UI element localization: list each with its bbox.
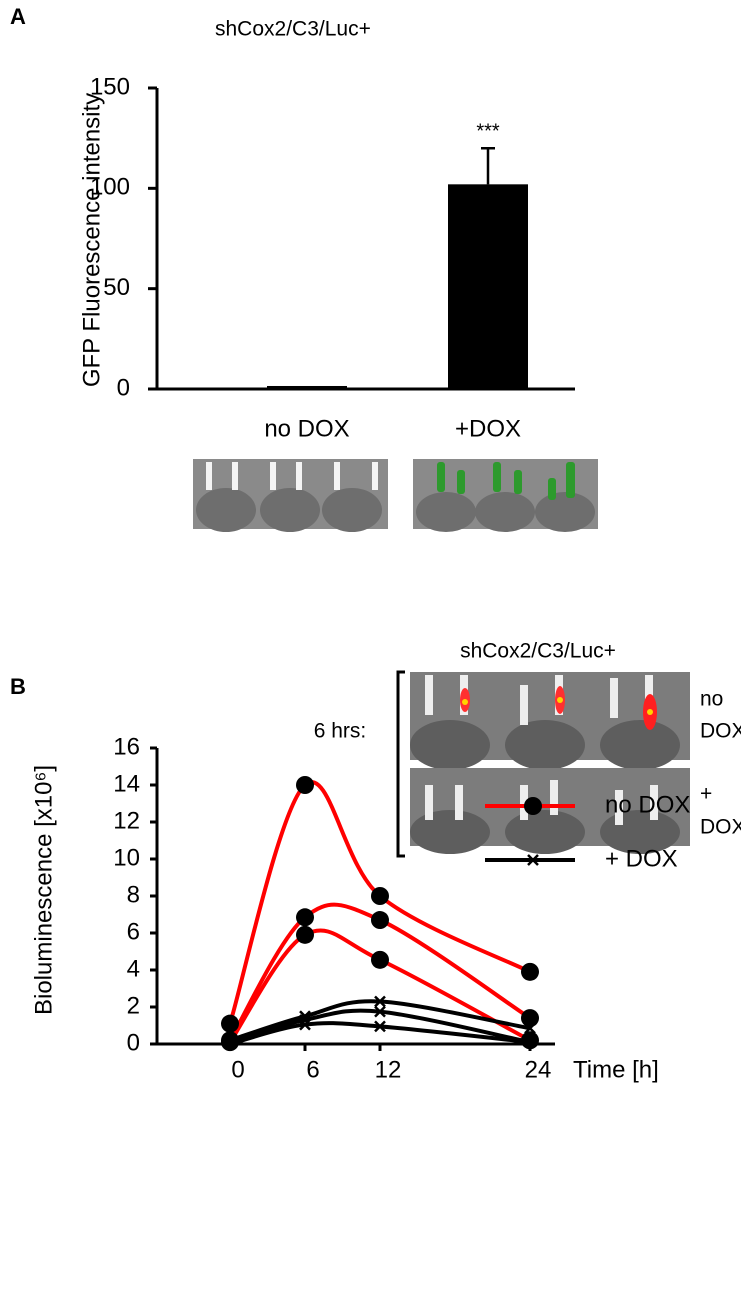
data-point xyxy=(221,1014,239,1033)
y-tick-label: 12 xyxy=(113,807,140,834)
y-tick-label: 8 xyxy=(127,881,140,908)
inset-title: shCox2/C3/Luc+ xyxy=(460,640,616,663)
y-tick-label: 0 xyxy=(127,1029,140,1056)
panel-label: A xyxy=(10,4,26,29)
x-tick-label: 24 xyxy=(525,1056,552,1083)
x-tick-label: no DOX xyxy=(264,415,349,442)
y-tick-label: 10 xyxy=(113,844,140,871)
x-tick-label: 12 xyxy=(375,1056,402,1083)
data-point xyxy=(296,925,314,944)
data-point xyxy=(296,908,314,927)
data-point xyxy=(524,797,542,815)
photo-no-dox xyxy=(410,672,690,770)
series-line xyxy=(228,928,531,1044)
series-line xyxy=(229,1008,531,1045)
y-tick-label: 16 xyxy=(113,733,140,760)
bracket xyxy=(396,670,405,858)
x-tick-label: 0 xyxy=(231,1056,244,1083)
legend-label: + DOX xyxy=(605,845,678,872)
chart-title: shCox2/C3/Luc+ xyxy=(215,18,371,41)
y-tick-label: 6 xyxy=(127,918,140,945)
inset-row-label: DOX xyxy=(700,720,741,743)
data-point xyxy=(224,1034,236,1047)
series-line xyxy=(229,1021,531,1046)
data-point xyxy=(299,1014,311,1026)
inset-row-label: no xyxy=(700,688,723,711)
data-point xyxy=(374,995,386,1008)
data-point xyxy=(371,911,389,930)
y-tick-label: 14 xyxy=(113,770,140,797)
bar xyxy=(448,184,528,389)
data-point xyxy=(374,1020,386,1033)
series-line xyxy=(229,999,531,1043)
series-line xyxy=(228,902,532,1042)
data-point xyxy=(521,1009,539,1028)
y-tick-label: 100 xyxy=(90,174,130,201)
y-axis-label: Bioluminescence [x10⁶] xyxy=(30,765,57,1015)
error-bar xyxy=(481,146,495,185)
data-point xyxy=(224,1038,236,1050)
y-tick-label: 50 xyxy=(103,274,130,301)
data-point xyxy=(524,1036,536,1049)
y-tick-label: 2 xyxy=(127,992,140,1019)
legend-label: no DOX xyxy=(605,791,690,818)
data-point xyxy=(521,962,539,981)
data-point xyxy=(521,1031,539,1050)
photo-plus-dox xyxy=(413,459,598,532)
panel-label: B xyxy=(10,674,26,699)
x-tick-label: 6 xyxy=(306,1056,319,1083)
data-point xyxy=(296,776,314,794)
series-line xyxy=(228,780,531,1025)
data-point xyxy=(224,1036,236,1049)
data-point xyxy=(371,887,389,905)
data-point xyxy=(524,1022,536,1035)
inset-row-label: + xyxy=(700,783,712,806)
data-point xyxy=(299,1018,311,1031)
y-tick-label: 4 xyxy=(127,955,140,982)
data-point xyxy=(371,950,389,969)
x-tick-label: +DOX xyxy=(455,415,521,442)
data-point xyxy=(527,854,539,866)
bar xyxy=(267,385,347,389)
y-axis-label: GFP Fluorescence intensity xyxy=(78,93,105,387)
annotation: 6 hrs: xyxy=(314,720,367,743)
photo-plus-dox xyxy=(410,768,690,854)
significance: *** xyxy=(476,120,500,142)
inset-row-label: DOX xyxy=(700,816,741,839)
photo-no-dox xyxy=(193,459,388,532)
y-tick-label: 150 xyxy=(90,73,130,100)
x-axis-label: Time [h] xyxy=(573,1056,659,1083)
y-tick-label: 0 xyxy=(117,374,130,401)
data-point xyxy=(374,1005,386,1018)
